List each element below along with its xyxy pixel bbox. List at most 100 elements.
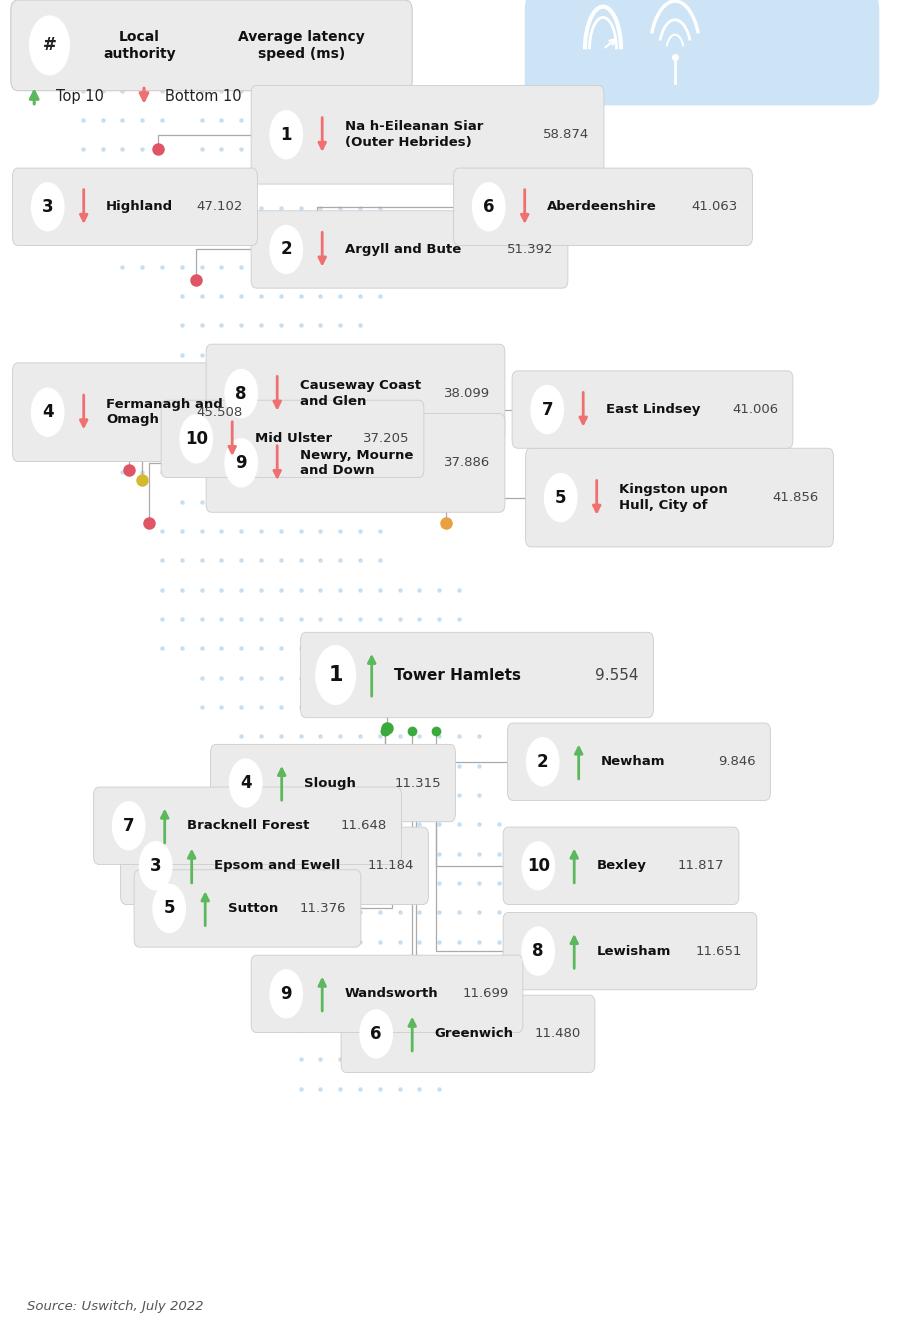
Circle shape	[526, 738, 559, 786]
Text: Source: Uswitch, July 2022: Source: Uswitch, July 2022	[27, 1299, 203, 1313]
Text: 11.480: 11.480	[535, 1027, 581, 1041]
Text: 11.315: 11.315	[394, 776, 441, 790]
FancyBboxPatch shape	[251, 955, 523, 1033]
Text: Sutton: Sutton	[228, 902, 278, 915]
Text: 58.874: 58.874	[544, 128, 590, 141]
Circle shape	[140, 842, 172, 890]
FancyBboxPatch shape	[454, 168, 752, 245]
Text: 9: 9	[236, 454, 247, 472]
Text: Tower Hamlets: Tower Hamlets	[394, 667, 521, 683]
Text: Bracknell Forest: Bracknell Forest	[187, 819, 310, 832]
Circle shape	[32, 388, 64, 436]
Circle shape	[522, 927, 554, 975]
Circle shape	[270, 225, 302, 273]
FancyBboxPatch shape	[512, 371, 793, 448]
Text: Kingston upon
Hull, City of: Kingston upon Hull, City of	[619, 483, 728, 512]
Text: Highland: Highland	[106, 200, 174, 213]
Text: 51.392: 51.392	[507, 243, 554, 256]
Text: 10: 10	[526, 856, 550, 875]
FancyBboxPatch shape	[13, 168, 257, 245]
Text: 5: 5	[555, 488, 566, 507]
Text: 11.817: 11.817	[678, 859, 725, 872]
FancyBboxPatch shape	[134, 870, 361, 947]
Text: Average latency
speed (ms): Average latency speed (ms)	[238, 29, 364, 61]
Text: Slough: Slough	[304, 776, 356, 790]
Text: 3: 3	[150, 856, 161, 875]
Text: Greenwich: Greenwich	[435, 1027, 514, 1041]
FancyBboxPatch shape	[211, 744, 455, 822]
Text: Fermanagh and
Omagh: Fermanagh and Omagh	[106, 398, 223, 427]
Text: 41.006: 41.006	[733, 403, 778, 416]
Text: 37.886: 37.886	[445, 456, 491, 470]
Text: 4: 4	[42, 403, 53, 422]
FancyBboxPatch shape	[11, 0, 412, 91]
Text: 6: 6	[371, 1025, 382, 1043]
Text: 2: 2	[281, 240, 292, 259]
Text: 11.651: 11.651	[696, 944, 742, 958]
Text: 4: 4	[240, 774, 251, 792]
Text: 9.554: 9.554	[596, 667, 639, 683]
Text: East Lindsey: East Lindsey	[606, 403, 700, 416]
Text: 9.846: 9.846	[718, 755, 756, 768]
Circle shape	[316, 646, 356, 704]
Text: Wandsworth: Wandsworth	[345, 987, 438, 1000]
Text: 11.699: 11.699	[463, 987, 508, 1000]
FancyBboxPatch shape	[508, 723, 770, 800]
FancyBboxPatch shape	[251, 85, 604, 184]
FancyBboxPatch shape	[341, 995, 595, 1073]
Text: 8: 8	[533, 942, 544, 960]
Text: Bottom 10: Bottom 10	[165, 88, 241, 104]
Text: Aberdeenshire: Aberdeenshire	[547, 200, 657, 213]
FancyBboxPatch shape	[206, 414, 505, 512]
FancyBboxPatch shape	[503, 827, 739, 904]
Text: 7: 7	[123, 816, 134, 835]
Circle shape	[153, 884, 185, 932]
FancyBboxPatch shape	[206, 344, 505, 443]
Circle shape	[180, 415, 212, 463]
Text: 7: 7	[542, 400, 553, 419]
FancyBboxPatch shape	[301, 632, 653, 718]
Text: 11.648: 11.648	[341, 819, 387, 832]
Text: 41.063: 41.063	[692, 200, 738, 213]
Text: 45.508: 45.508	[197, 406, 243, 419]
FancyBboxPatch shape	[525, 0, 879, 105]
Text: Top 10: Top 10	[56, 88, 104, 104]
FancyBboxPatch shape	[251, 211, 568, 288]
Circle shape	[225, 370, 257, 418]
FancyBboxPatch shape	[121, 827, 428, 904]
Text: Causeway Coast
and Glen: Causeway Coast and Glen	[300, 379, 421, 408]
Circle shape	[531, 386, 563, 434]
Circle shape	[112, 802, 145, 850]
Circle shape	[270, 111, 302, 159]
Circle shape	[32, 183, 64, 231]
Text: Mid Ulster: Mid Ulster	[255, 432, 332, 446]
Circle shape	[522, 842, 554, 890]
Text: Bexley: Bexley	[597, 859, 646, 872]
Text: 6: 6	[483, 197, 494, 216]
FancyBboxPatch shape	[13, 363, 257, 462]
Circle shape	[544, 474, 577, 522]
FancyBboxPatch shape	[94, 787, 401, 864]
Text: 3: 3	[42, 197, 53, 216]
Text: Newry, Mourne
and Down: Newry, Mourne and Down	[300, 448, 413, 478]
Text: Local
authority: Local authority	[104, 29, 176, 61]
Text: Lewisham: Lewisham	[597, 944, 671, 958]
Text: 2: 2	[537, 752, 548, 771]
Text: 8: 8	[236, 384, 247, 403]
FancyBboxPatch shape	[503, 912, 757, 990]
Text: Argyll and Bute: Argyll and Bute	[345, 243, 461, 256]
Circle shape	[270, 970, 302, 1018]
Text: 41.856: 41.856	[773, 491, 819, 504]
Text: 47.102: 47.102	[196, 200, 243, 213]
Text: 1: 1	[281, 125, 292, 144]
Text: 38.099: 38.099	[445, 387, 491, 400]
Text: Na h-Eileanan Siar
(Outer Hebrides): Na h-Eileanan Siar (Outer Hebrides)	[345, 120, 483, 149]
Text: Epsom and Ewell: Epsom and Ewell	[214, 859, 340, 872]
Text: 5: 5	[164, 899, 175, 918]
Circle shape	[360, 1010, 392, 1058]
Circle shape	[230, 759, 262, 807]
Circle shape	[225, 439, 257, 487]
Text: 9: 9	[281, 984, 292, 1003]
Text: #: #	[42, 36, 57, 55]
Circle shape	[472, 183, 505, 231]
